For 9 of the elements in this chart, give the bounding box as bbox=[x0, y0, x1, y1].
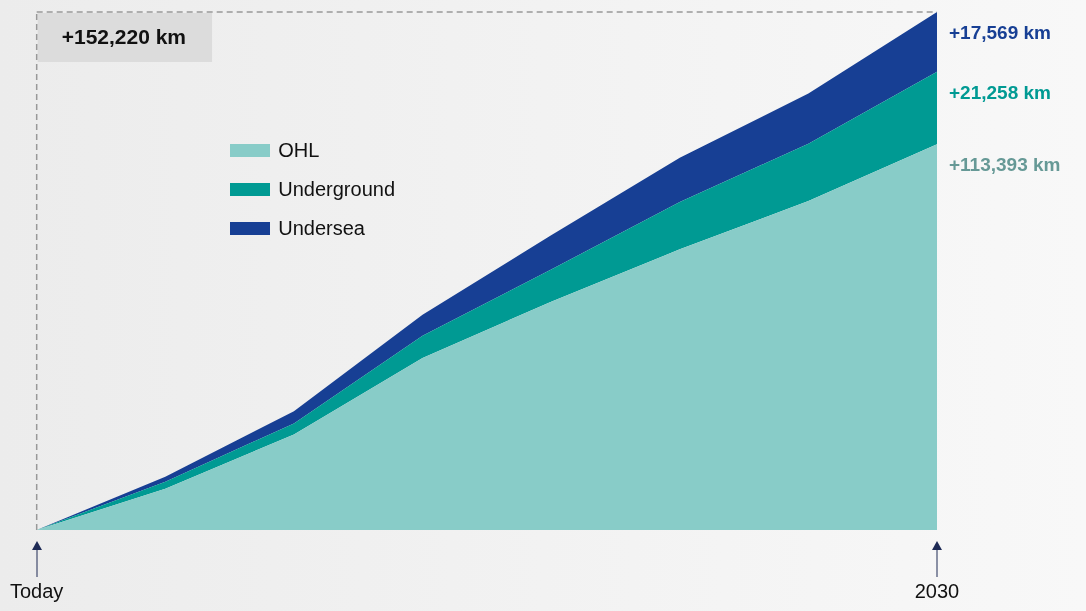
legend-label: Underground bbox=[278, 178, 395, 202]
legend-label: Undersea bbox=[278, 217, 365, 241]
ref-line-label: +152,220 km bbox=[61, 24, 187, 48]
data-label: +21,258 km bbox=[949, 82, 1051, 104]
data-label: +17,569 km bbox=[949, 22, 1051, 44]
x-tick-label: 2030 bbox=[914, 579, 960, 602]
data-label: +113,393 km bbox=[949, 154, 1061, 176]
x-tick-label: Today bbox=[10, 579, 64, 602]
legend-label: OHL bbox=[278, 139, 320, 163]
